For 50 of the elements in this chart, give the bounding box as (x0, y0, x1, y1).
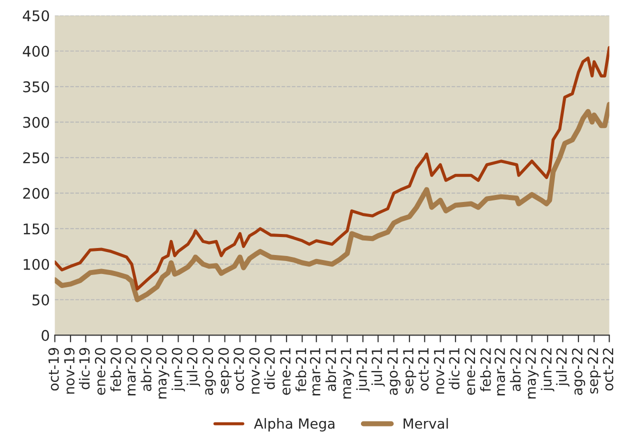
y-tick-label: 50 (32, 294, 49, 306)
x-tick-label: ene-20 (94, 348, 106, 395)
y-tick-label: 300 (23, 116, 49, 128)
x-tick-label: may-21 (340, 348, 354, 398)
x-tick-label: abr-21 (325, 348, 336, 392)
x-tick-label: feb-22 (480, 348, 491, 392)
x-tick-label: sep-20 (218, 348, 232, 394)
x-tick-label: oct-20 (234, 348, 244, 391)
y-tick-label: 200 (23, 188, 49, 199)
legend-label: Merval (404, 418, 448, 429)
line-series (54, 46, 610, 291)
y-tick-label: 400 (22, 46, 49, 57)
x-tick-label: dic-20 (264, 348, 275, 390)
x-tick-label: ago-21 (387, 348, 400, 395)
x-tick-label: may-22 (525, 348, 539, 398)
y-tick-label: 450 (22, 10, 49, 22)
legend-label: Alpha Mega (254, 418, 334, 432)
x-tick-label: oct-21 (418, 348, 429, 391)
x-tick-label: nov-20 (249, 348, 260, 394)
x-tick-label: dic-21 (448, 348, 460, 390)
x-tick-label: jun-21 (356, 348, 370, 392)
x-tick-label: jun-22 (540, 348, 554, 392)
x-tick-label: abr-22 (510, 348, 521, 392)
x-tick-label: dic-19 (78, 348, 90, 390)
y-tick-label: 250 (23, 152, 49, 164)
x-tick-label: abr-20 (140, 348, 152, 392)
x-tick-label: mar-21 (310, 348, 320, 396)
x-tick-label: jul-20 (186, 348, 200, 386)
x-tick-label: ene-21 (280, 348, 291, 395)
x-tick-label: sep-21 (402, 348, 416, 394)
x-tick-label: jul-21 (371, 348, 385, 386)
y-tick-label: 0 (42, 330, 49, 341)
x-tick-label: mar-20 (125, 348, 136, 396)
x-tick-label: feb-21 (295, 348, 306, 392)
x-tick-label: jul-22 (556, 348, 570, 386)
x-tick-label: mar-22 (494, 348, 506, 396)
x-tick-label: ago-20 (202, 348, 216, 395)
x-tick-label: nov-19 (64, 348, 75, 394)
x-tick-label: nov-21 (434, 348, 444, 394)
y-tick-label: 100 (24, 258, 49, 270)
x-tick-label: feb-20 (110, 348, 122, 392)
x-tick-label: jun-20 (172, 348, 185, 392)
x-tick-label: may-20 (156, 348, 170, 398)
x-tick-label: sep-22 (588, 348, 601, 394)
x-tick-label: oct-22 (602, 348, 614, 391)
x-tick-label: oct-19 (48, 348, 59, 391)
y-tick-label: 150 (24, 223, 49, 234)
y-tick-label: 350 (23, 81, 49, 92)
x-tick-label: ene-22 (464, 348, 476, 395)
x-tick-label: ago-22 (572, 348, 586, 395)
